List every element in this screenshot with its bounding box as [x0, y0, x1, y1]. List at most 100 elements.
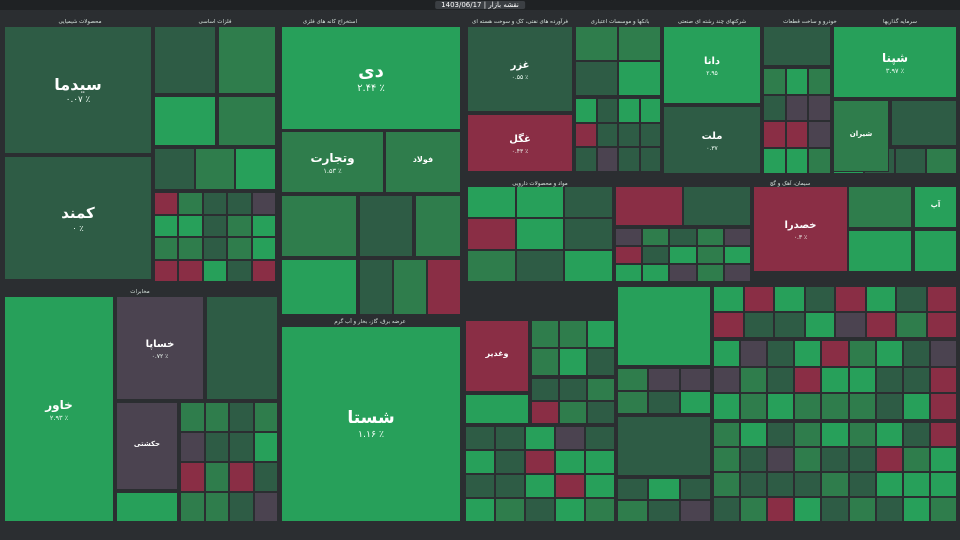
ticker-tile-small[interactable]	[281, 259, 357, 315]
ticker-tile-small[interactable]	[587, 320, 615, 348]
ticker-tile[interactable]: شپنا ۳.۹۷ ٪	[833, 26, 957, 98]
ticker-tile-small[interactable]	[618, 122, 640, 148]
ticker-tile-small[interactable]	[896, 286, 927, 312]
ticker-tile-small[interactable]	[154, 259, 179, 282]
ticker-tile-small[interactable]	[575, 98, 597, 123]
ticker-tile-small[interactable]	[596, 98, 618, 123]
ticker-tile-small[interactable]	[515, 250, 565, 282]
ticker-tile-small[interactable]	[848, 393, 876, 420]
ticker-tile-small[interactable]	[180, 432, 205, 462]
ticker-tile-small[interactable]	[804, 286, 835, 312]
ticker-tile-small[interactable]	[875, 497, 903, 522]
ticker-tile-small[interactable]	[253, 402, 278, 432]
ticker-tile-small[interactable]	[495, 426, 525, 450]
ticker-tile-small[interactable]	[564, 218, 613, 250]
ticker-tile-small[interactable]	[253, 492, 278, 522]
ticker-tile-small[interactable]	[929, 447, 957, 472]
ticker-tile-small[interactable]	[154, 237, 179, 260]
ticker-tile-small[interactable]	[617, 416, 711, 476]
ticker-tile-small[interactable]	[227, 214, 252, 237]
ticker-tile-small[interactable]	[227, 259, 252, 282]
ticker-tile-small[interactable]	[902, 422, 930, 447]
ticker-tile[interactable]: خصدرا ۰.۳ ٪	[753, 186, 848, 272]
ticker-tile-small[interactable]	[743, 286, 774, 312]
ticker-tile-small[interactable]	[835, 286, 866, 312]
ticker-tile-small[interactable]	[774, 286, 805, 312]
ticker-tile-small[interactable]	[808, 147, 831, 174]
ticker-tile-small[interactable]	[495, 474, 525, 498]
ticker-tile-small[interactable]	[804, 312, 835, 338]
ticker-tile-small[interactable]	[617, 368, 649, 391]
ticker-tile-small[interactable]	[696, 246, 724, 264]
ticker-tile-small[interactable]	[525, 426, 555, 450]
ticker-tile-small[interactable]	[785, 68, 809, 95]
ticker-tile-small[interactable]	[875, 472, 903, 497]
ticker-tile-small[interactable]	[785, 94, 809, 121]
ticker-tile-small[interactable]	[515, 186, 565, 218]
ticker-tile-small[interactable]	[929, 340, 957, 367]
ticker-tile[interactable]: شستا ۱.۱۶ ٪	[281, 326, 461, 522]
ticker-tile-small[interactable]	[525, 498, 555, 522]
ticker-tile-small[interactable]	[251, 214, 276, 237]
ticker-tile-small[interactable]	[648, 391, 680, 414]
ticker-tile[interactable]: سیدما ۰.۰۷ ٪	[4, 26, 152, 154]
ticker-tile-small[interactable]	[821, 422, 849, 447]
ticker-tile-small[interactable]	[763, 147, 786, 174]
ticker-tile-small[interactable]	[564, 186, 613, 218]
ticker-tile-small[interactable]	[794, 497, 822, 522]
ticker-tile-small[interactable]	[740, 472, 768, 497]
ticker-tile-small[interactable]	[465, 474, 495, 498]
ticker-tile-small[interactable]	[639, 98, 661, 123]
ticker-tile-small[interactable]	[723, 264, 751, 282]
ticker-tile-small[interactable]	[723, 228, 751, 246]
ticker-tile-small[interactable]	[648, 478, 680, 500]
ticker-tile-small[interactable]	[180, 492, 205, 522]
ticker-tile-small[interactable]	[559, 320, 587, 348]
ticker-tile-small[interactable]	[713, 472, 741, 497]
ticker-tile-small[interactable]	[723, 246, 751, 264]
ticker-tile-small[interactable]	[679, 368, 711, 391]
ticker-tile-small[interactable]	[116, 492, 178, 522]
ticker-tile-small[interactable]	[895, 148, 926, 174]
ticker-tile-small[interactable]	[359, 259, 393, 315]
ticker-tile-small[interactable]	[204, 462, 229, 492]
ticker-tile-small[interactable]	[848, 230, 912, 272]
ticker-tile-small[interactable]	[763, 26, 831, 66]
ticker-tile-small[interactable]	[467, 218, 516, 250]
ticker-tile-small[interactable]	[393, 259, 427, 315]
ticker-tile-small[interactable]	[875, 340, 903, 367]
ticker-tile-small[interactable]	[696, 228, 724, 246]
ticker-tile-small[interactable]	[679, 391, 711, 414]
ticker-tile-small[interactable]	[204, 432, 229, 462]
ticker-tile-small[interactable]	[740, 447, 768, 472]
ticker-tile[interactable]: وغدیر	[465, 320, 529, 392]
ticker-tile-small[interactable]	[821, 472, 849, 497]
ticker-tile-small[interactable]	[531, 348, 559, 376]
ticker-tile[interactable]: حکشتی	[116, 402, 178, 490]
ticker-tile[interactable]: کمند ۰ ٪	[4, 156, 152, 280]
ticker-tile-small[interactable]	[740, 497, 768, 522]
ticker-tile-small[interactable]	[555, 498, 585, 522]
ticker-tile-small[interactable]	[555, 474, 585, 498]
ticker-tile-small[interactable]	[763, 68, 786, 95]
ticker-tile-small[interactable]	[615, 186, 683, 226]
ticker-tile-small[interactable]	[891, 100, 957, 146]
ticker-tile[interactable]: شیران	[833, 100, 889, 172]
ticker-tile-small[interactable]	[929, 472, 957, 497]
ticker-tile-small[interactable]	[767, 447, 795, 472]
ticker-tile-small[interactable]	[204, 402, 229, 432]
ticker-tile-small[interactable]	[525, 450, 555, 474]
ticker-tile-small[interactable]	[821, 393, 849, 420]
ticker-tile-small[interactable]	[848, 447, 876, 472]
ticker-tile-small[interactable]	[615, 264, 643, 282]
ticker-tile-small[interactable]	[713, 366, 741, 394]
ticker-tile-small[interactable]	[763, 121, 786, 148]
ticker-tile-small[interactable]	[178, 237, 203, 260]
ticker-tile-small[interactable]	[763, 94, 786, 121]
ticker-tile-small[interactable]	[639, 147, 661, 172]
ticker-tile-small[interactable]	[902, 472, 930, 497]
ticker-tile-small[interactable]	[531, 320, 559, 348]
ticker-tile-small[interactable]	[585, 474, 615, 498]
ticker-tile-small[interactable]	[808, 94, 831, 121]
ticker-tile-small[interactable]	[585, 498, 615, 522]
